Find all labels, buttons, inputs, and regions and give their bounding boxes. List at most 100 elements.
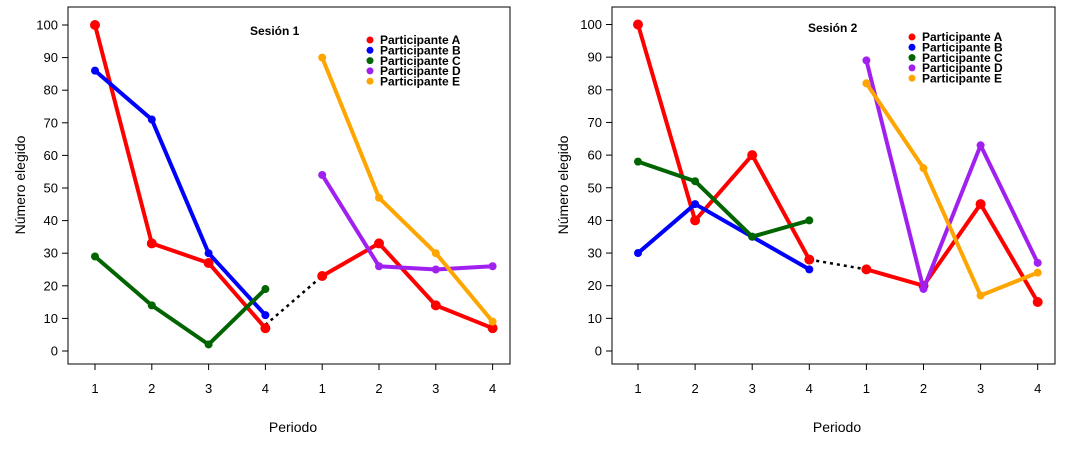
legend-item: Participante B xyxy=(908,41,1003,55)
chart-sesion-1: 0 10 20 30 40 50 60 70 80 90 100 1 2 3 4 1 2 3 4 Periodo Núm… xyxy=(12,6,511,435)
series-line xyxy=(636,159,812,239)
legend-marker xyxy=(366,36,374,44)
chart-title: Sesión 1 xyxy=(250,24,300,38)
data-point xyxy=(919,164,928,173)
series-participante-c xyxy=(634,157,814,241)
series-participante-d xyxy=(318,170,497,274)
series-line xyxy=(636,202,812,272)
x-tick-label: 2 xyxy=(148,381,155,396)
legend-marker xyxy=(908,43,916,51)
chart-sesion-2: 0 10 20 30 40 50 60 70 80 90 100 1 2 3 4 1 2 3 4 Periodo Núm… xyxy=(555,6,1056,435)
y-tick-label: 60 xyxy=(588,148,602,163)
data-point xyxy=(861,264,872,275)
data-point xyxy=(919,284,928,293)
y-tick-label: 0 xyxy=(51,344,58,359)
x-tick-label: 2 xyxy=(375,381,382,396)
legend-label: Participante A xyxy=(380,33,461,47)
x-axis-label: Periodo xyxy=(269,419,317,435)
data-point xyxy=(204,340,213,349)
data-point xyxy=(976,291,985,300)
y-tick-label: 0 xyxy=(595,344,602,359)
y-tick-label: 70 xyxy=(588,115,602,130)
x-tick-label: 2 xyxy=(920,381,927,396)
data-point xyxy=(146,238,157,249)
legend-marker xyxy=(908,74,916,82)
y-tick-label: 30 xyxy=(44,246,58,261)
legend-marker xyxy=(908,33,916,41)
data-point xyxy=(634,157,642,166)
legend-item: Participante C xyxy=(908,51,1003,65)
legend-item: Participante D xyxy=(366,64,461,78)
session-connector-line xyxy=(809,258,867,271)
series-line xyxy=(864,58,1040,291)
x-axis: 1 2 3 4 1 2 3 4 xyxy=(91,364,496,396)
data-point xyxy=(375,262,383,271)
series-line xyxy=(636,22,812,262)
series-line xyxy=(320,241,495,331)
y-tick-label: 70 xyxy=(44,115,58,130)
plot-frame xyxy=(67,6,511,365)
y-axis: 0 10 20 30 40 50 60 70 80 90 100 xyxy=(580,17,612,359)
y-axis-label: Número elegido xyxy=(555,135,571,234)
data-point xyxy=(147,115,156,124)
x-tick-label: 4 xyxy=(1034,381,1041,396)
data-point xyxy=(147,301,156,310)
x-tick-label: 1 xyxy=(319,381,326,396)
series-line xyxy=(864,81,1040,298)
data-point xyxy=(633,19,643,30)
x-tick-label: 1 xyxy=(91,381,98,396)
legend-label: Participante B xyxy=(922,41,1003,55)
data-point xyxy=(690,215,701,226)
data-point xyxy=(90,20,100,30)
data-point xyxy=(375,193,383,202)
series-participante-e xyxy=(318,53,497,326)
data-point xyxy=(634,249,642,258)
series-line xyxy=(320,55,495,324)
data-point xyxy=(318,170,327,179)
series-participante-a xyxy=(90,20,498,334)
data-point xyxy=(204,249,213,258)
x-axis: 1 2 3 4 1 2 3 4 xyxy=(634,364,1041,396)
series-participante-b xyxy=(91,66,270,320)
x-tick-label: 3 xyxy=(749,381,756,396)
legend-marker xyxy=(366,46,374,54)
legend-marker xyxy=(366,77,374,85)
x-tick-label: 1 xyxy=(863,381,870,396)
series-participante-a xyxy=(633,19,1043,308)
legend-label: Participante B xyxy=(380,44,461,58)
series-line xyxy=(93,23,268,331)
legend-item: Participante A xyxy=(366,33,461,47)
y-tick-label: 20 xyxy=(588,278,602,293)
y-axis-label: Número elegido xyxy=(12,135,28,234)
x-tick-label: 3 xyxy=(977,381,984,396)
x-tick-label: 1 xyxy=(634,381,641,396)
legend-label: Participante E xyxy=(922,71,1002,85)
x-tick-label: 3 xyxy=(432,381,439,396)
session-connector-line xyxy=(264,275,324,326)
y-tick-label: 100 xyxy=(580,17,602,32)
x-axis-label: Periodo xyxy=(813,419,861,435)
legend-label: Participante D xyxy=(380,64,461,78)
x-tick-label: 2 xyxy=(691,381,698,396)
y-tick-label: 20 xyxy=(44,278,58,293)
x-tick-label: 4 xyxy=(806,381,813,396)
y-tick-label: 30 xyxy=(588,246,602,261)
legend-item: Participante C xyxy=(366,54,461,68)
data-point xyxy=(431,265,440,274)
data-point xyxy=(488,262,497,271)
chart-title: Sesión 2 xyxy=(808,21,858,35)
data-point xyxy=(805,265,814,274)
data-point xyxy=(691,200,700,209)
legend-label: Participante C xyxy=(380,54,461,68)
y-tick-label: 90 xyxy=(588,50,602,65)
legend-marker xyxy=(908,64,916,72)
legend-marker xyxy=(908,54,916,62)
y-tick-label: 100 xyxy=(36,18,58,33)
legend-item: Participante B xyxy=(366,44,461,58)
series-line xyxy=(320,172,495,272)
data-point xyxy=(862,79,871,88)
legend-label: Participante A xyxy=(922,30,1003,44)
